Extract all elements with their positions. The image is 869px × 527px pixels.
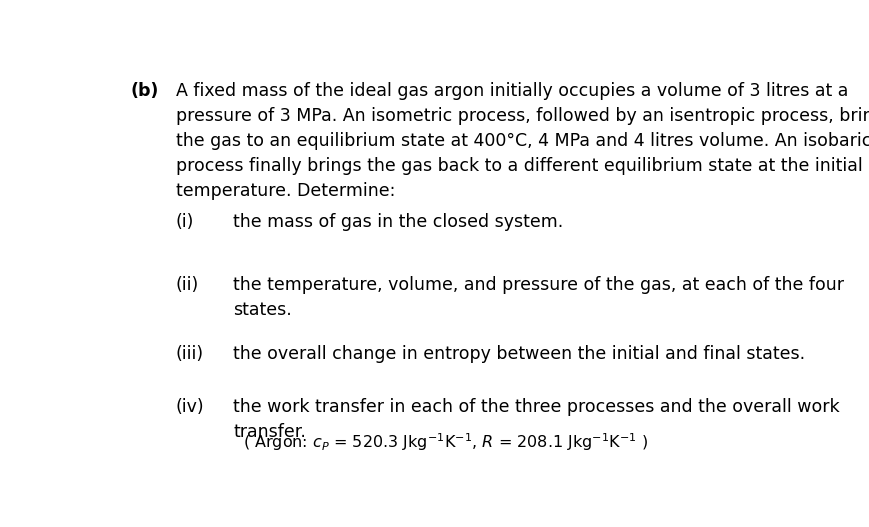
Text: (b): (b): [130, 82, 158, 100]
Text: (ii): (ii): [176, 276, 199, 294]
Text: the mass of gas in the closed system.: the mass of gas in the closed system.: [233, 213, 563, 231]
Text: (iii): (iii): [176, 345, 204, 363]
Text: A fixed mass of the ideal gas argon initially occupies a volume of 3 litres at a: A fixed mass of the ideal gas argon init…: [176, 82, 869, 200]
Text: the overall change in entropy between the initial and final states.: the overall change in entropy between th…: [233, 345, 806, 363]
Text: (i): (i): [176, 213, 195, 231]
Text: the work transfer in each of the three processes and the overall work
transfer.: the work transfer in each of the three p…: [233, 398, 839, 441]
Text: the temperature, volume, and pressure of the gas, at each of the four
states.: the temperature, volume, and pressure of…: [233, 276, 844, 319]
Text: ( Argon: $c_P$ = 520.3 Jkg$^{-1}$K$^{-1}$, $R$ = 208.1 Jkg$^{-1}$K$^{-1}$ ): ( Argon: $c_P$ = 520.3 Jkg$^{-1}$K$^{-1}…: [242, 431, 648, 453]
Text: (iv): (iv): [176, 398, 204, 416]
